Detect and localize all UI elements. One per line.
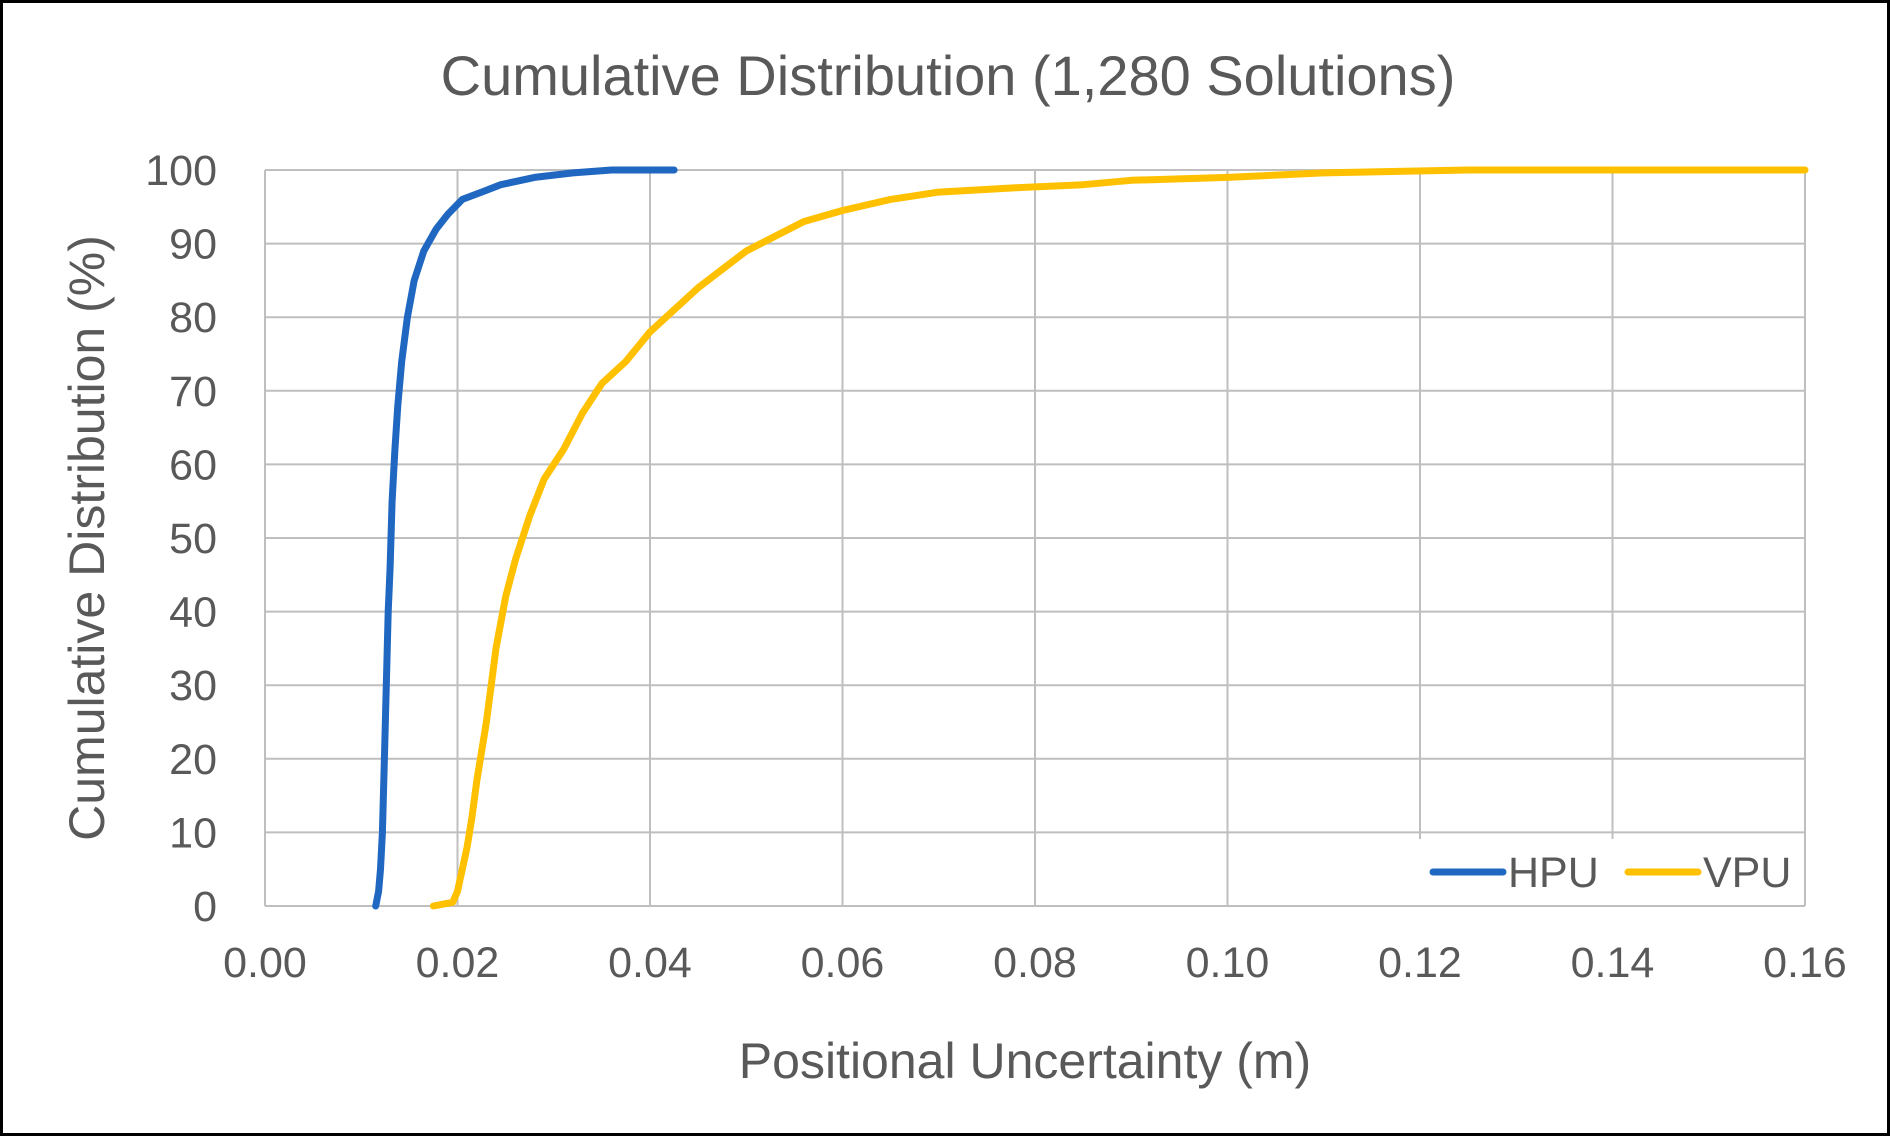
cdf-chart: 0.00 0.02 0.04 0.06 0.08 0.10 0.12 0.14 0.16 0 10 2… [59,44,1847,1089]
y-tick-label: 100 [145,147,217,195]
legend: HPU VPU [1413,839,1803,905]
y-tick-label: 50 [169,515,217,563]
y-tick-label: 0 [193,883,217,931]
gridlines [264,169,1806,907]
x-tick-label: 0.02 [416,939,500,987]
y-tick-label: 70 [169,368,217,416]
y-tick-label: 20 [169,736,217,784]
x-tick-label: 0.06 [801,939,885,987]
y-tick-label: 60 [169,441,217,489]
tick-labels: 0.00 0.02 0.04 0.06 0.08 0.10 0.12 0.14 0.16 0 10 2… [145,147,1847,987]
x-tick-label: 0.10 [1186,939,1270,987]
x-tick-label: 0.16 [1763,939,1847,987]
y-tick-label: 40 [169,589,217,637]
series-line-hpu [372,166,678,910]
x-tick-label: 0.14 [1571,939,1655,987]
x-tick-label: 0.12 [1378,939,1462,987]
legend-label-vpu: VPU [1703,849,1791,897]
x-tick-label: 0.04 [608,939,692,987]
y-axis-title: Cumulative Distribution (%) [59,235,115,841]
y-tick-label: 30 [169,662,217,710]
x-tick-label: 0.00 [223,939,307,987]
y-tick-label: 80 [169,294,217,342]
y-tick-label: 10 [169,809,217,857]
legend-label-hpu: HPU [1508,849,1599,897]
series-line-vpu [429,166,1809,910]
x-axis-title: Positional Uncertainty (m) [739,1033,1311,1089]
y-tick-label: 90 [169,221,217,269]
chart-title: Cumulative Distribution (1,280 Solutions… [441,44,1456,107]
x-tick-label: 0.08 [993,939,1077,987]
series-lines [372,166,1809,910]
